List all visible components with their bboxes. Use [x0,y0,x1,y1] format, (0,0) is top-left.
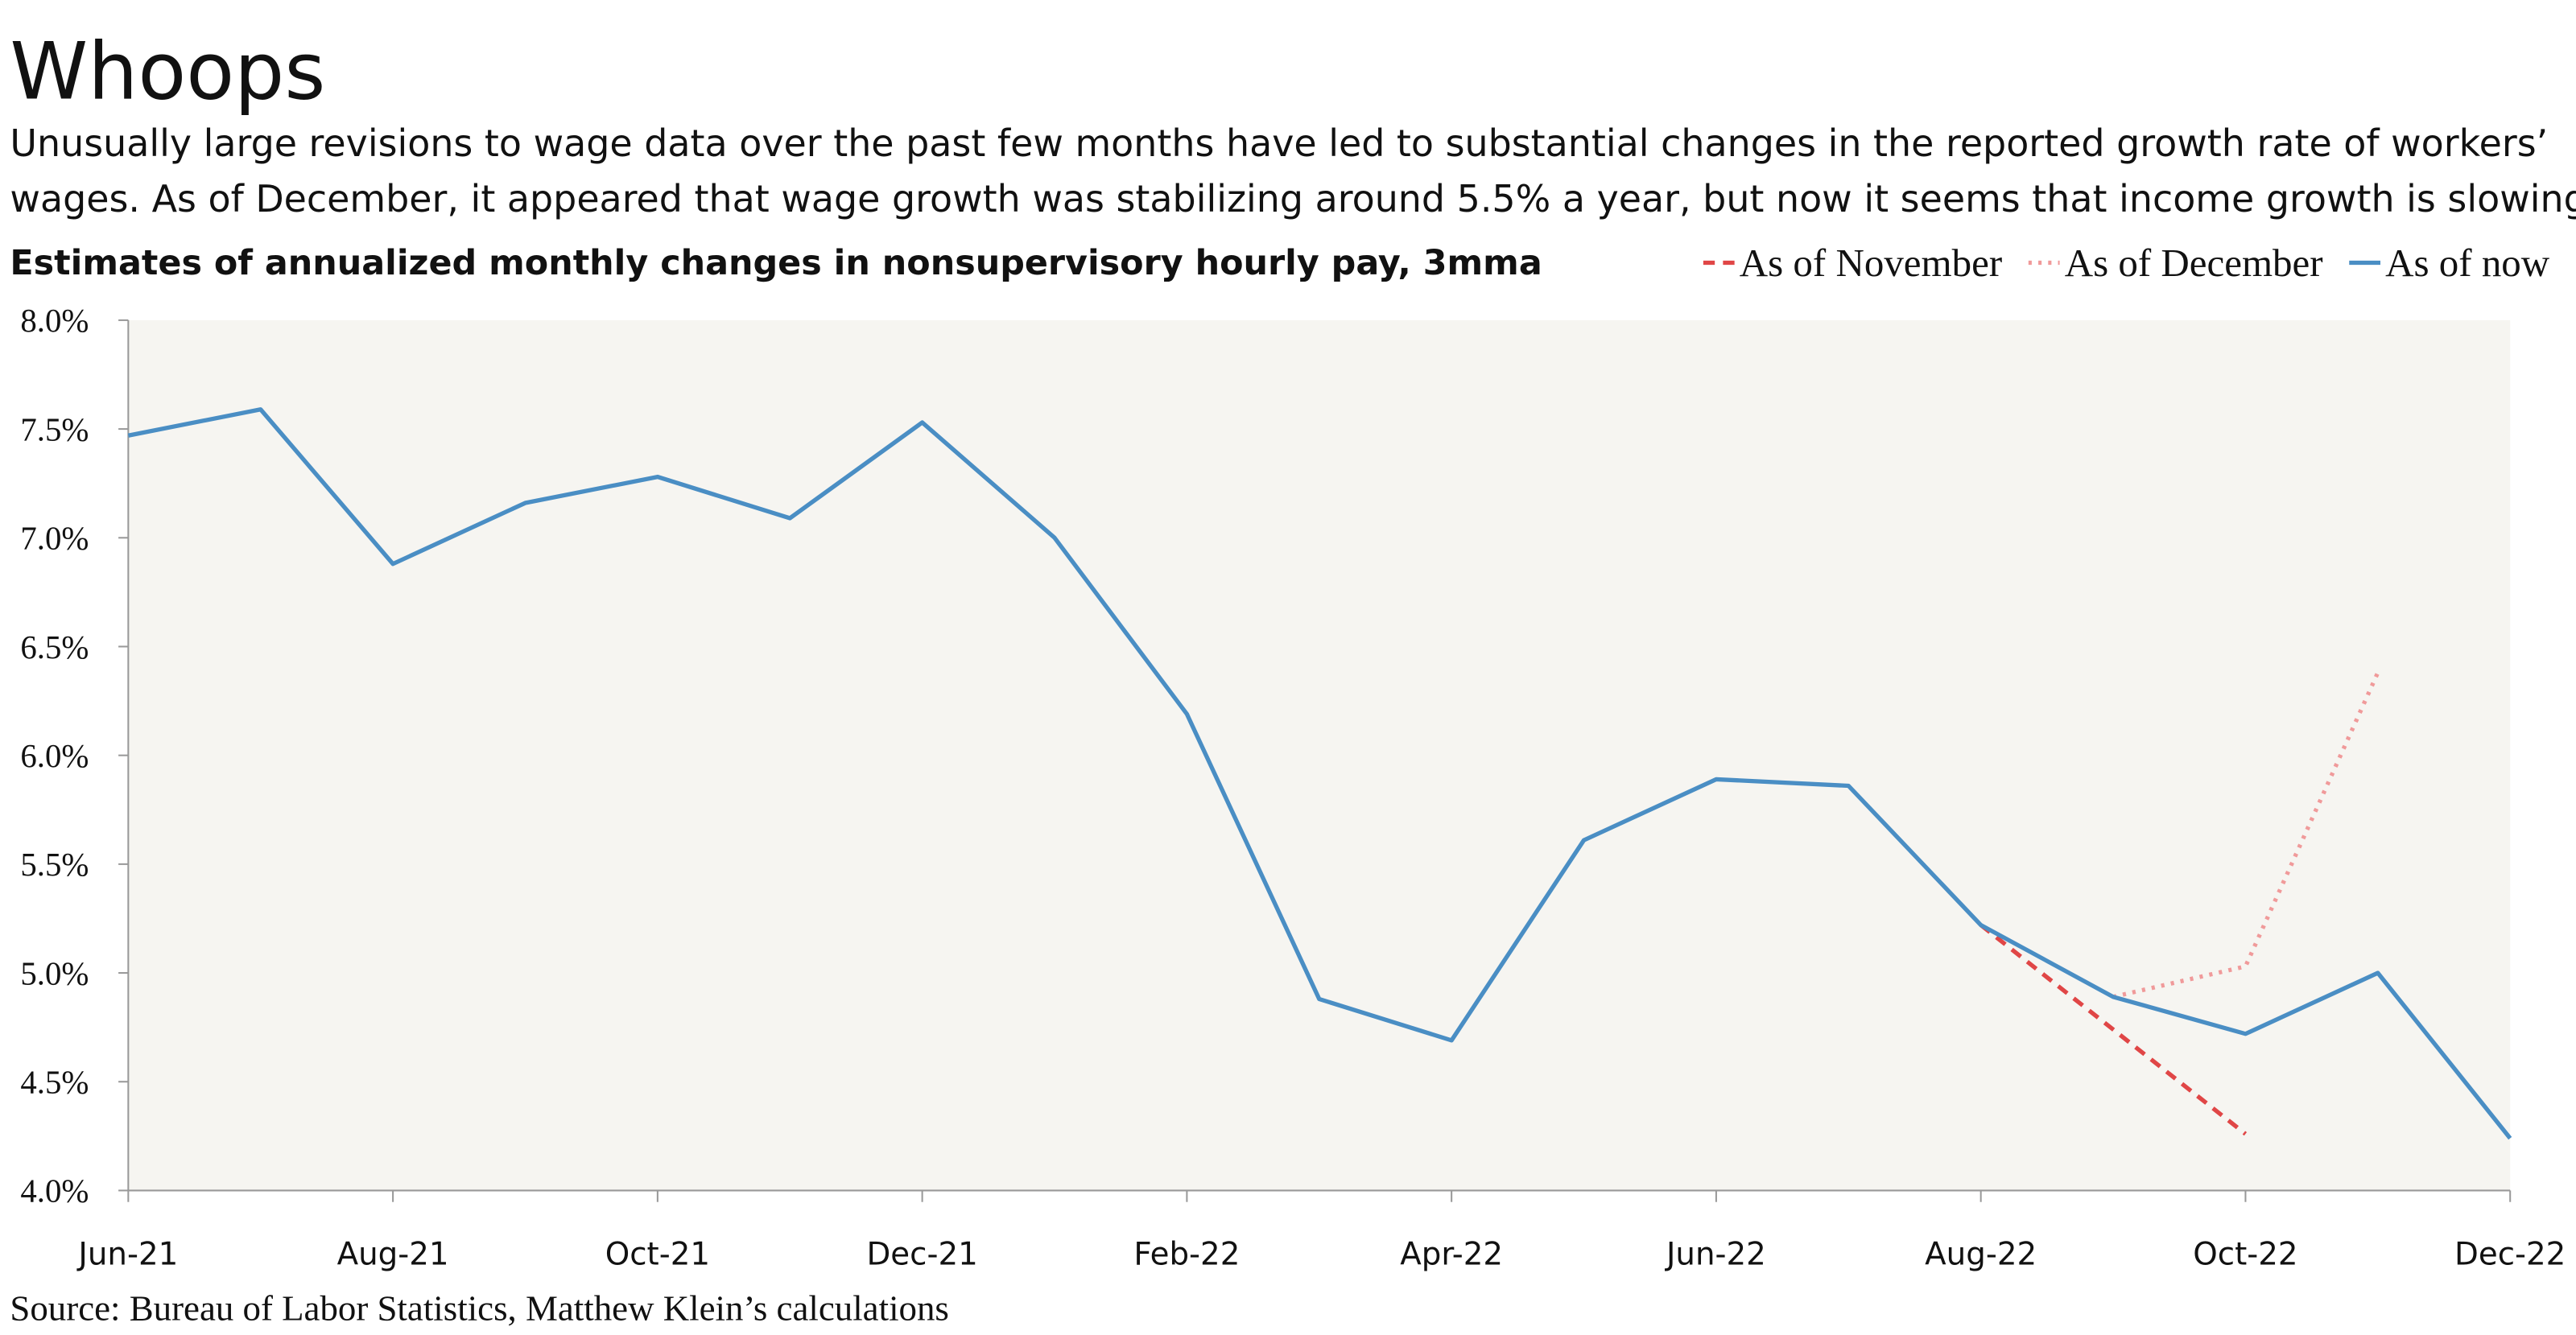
y-tick-label: 4.5% [20,1065,89,1101]
series-line [127,407,2512,1140]
y-tick-label: 6.5% [20,629,89,665]
x-tick-label: Jun-21 [76,1236,178,1272]
y-tick-label: 4.0% [20,1173,89,1209]
x-tick-label: Oct-22 [2193,1236,2297,1272]
x-tick-label: Jun-22 [1665,1236,1766,1272]
chart-title: Whoops [10,26,325,117]
y-tick-label: 6.0% [20,738,89,774]
subtitle: wages. As of December, it appeared that … [10,177,2576,220]
x-tick-label: Aug-21 [337,1236,449,1272]
x-tick-label: Oct-21 [605,1236,710,1272]
x-tick-label: Dec-21 [866,1236,977,1272]
y-tick-label: 8.0% [20,303,89,339]
y-tick-label: 5.5% [20,847,89,883]
x-tick-label: Apr-22 [1400,1236,1503,1272]
plot-area [128,319,2511,1191]
x-tick-label: Aug-22 [1925,1236,2037,1272]
legend-label: As of November [1740,241,2002,285]
y-tick-label: 5.0% [20,955,89,991]
subtitle: Unusually large revisions to wage data o… [10,122,2548,165]
x-tick-label: Feb-22 [1133,1236,1240,1272]
legend-label: As of December [2065,241,2323,285]
chart-heading: Estimates of annualized monthly changes … [10,243,1542,283]
legend-label: As of now [2385,241,2550,285]
y-tick-label: 7.0% [20,521,89,557]
source: Source: Bureau of Labor Statistics, Matt… [10,1288,948,1329]
series-line [1979,923,2248,1136]
x-tick-label: Dec-22 [2454,1236,2566,1272]
y-tick-label: 7.5% [20,411,89,447]
